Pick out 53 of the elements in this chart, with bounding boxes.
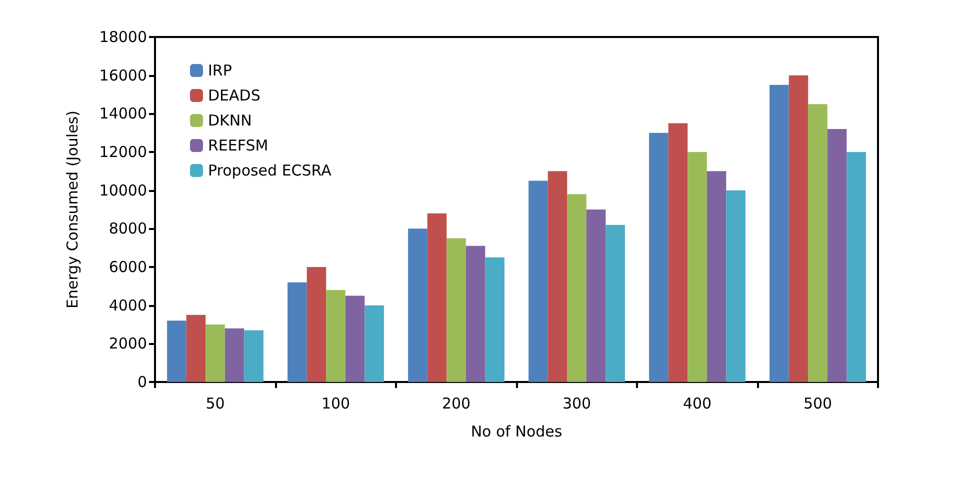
bar [306,267,326,382]
x-tick-label: 200 [442,394,471,412]
bar [244,330,264,382]
bar [485,257,504,382]
y-tick-label: 14000 [99,104,147,123]
y-tick-label: 8000 [108,220,147,238]
legend-label: DKNN [208,112,252,130]
bar [427,213,447,382]
bar [408,228,428,382]
bar [726,190,746,382]
bar [827,129,847,382]
bar [606,224,625,382]
y-tick-label: 6000 [108,258,147,276]
bar [186,314,206,382]
legend-label: REEFSM [208,136,268,154]
bar [167,320,186,382]
bar [288,282,307,382]
x-tick-label: 300 [562,394,592,412]
bar [706,171,726,382]
bar [788,75,808,382]
bar [364,305,384,382]
bar [649,132,668,382]
x-tick-label: 400 [682,394,712,412]
bar [668,123,688,382]
y-tick-label: 16000 [99,66,147,84]
legend-label: DEADS [208,86,260,104]
bar [586,210,606,382]
bar [326,290,346,382]
y-tick-label: 10000 [99,181,147,200]
bar [770,84,789,382]
y-tick-label: 18000 [99,28,147,46]
bar [846,152,866,382]
x-tick-label: 100 [321,394,350,412]
y-tick-label: 2000 [108,334,147,353]
bar [567,194,586,382]
legend-label: IRP [208,62,232,80]
bar [466,246,486,382]
y-tick-label: 0 [137,373,147,391]
y-tick-label: 12000 [99,143,147,161]
bar [528,180,548,382]
x-axis-title: No of Nodes [470,422,562,440]
legend-label: Proposed ECSRA [208,162,332,180]
bar [206,324,225,382]
bar [224,328,244,382]
bar [548,171,568,382]
y-axis-title: Energy Consumed (Joules) [64,110,82,308]
bar [808,104,828,382]
x-tick-label: 500 [803,394,832,412]
y-tick-label: 4000 [108,296,147,314]
x-tick-label: 50 [206,394,225,412]
bar [345,296,365,382]
bar [688,152,707,382]
bar [446,238,466,382]
